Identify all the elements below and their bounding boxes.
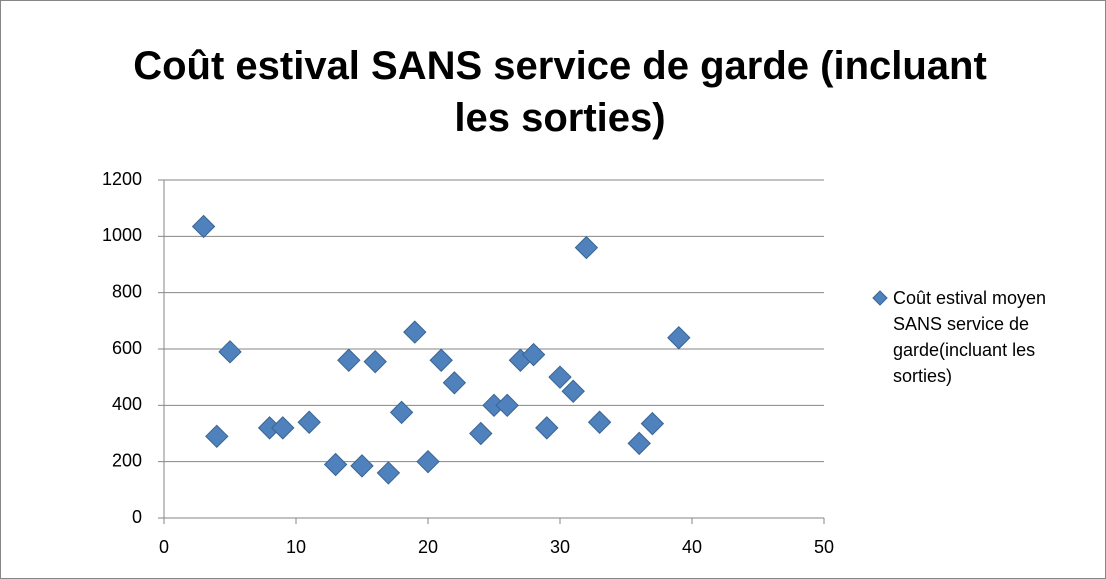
- point: [574, 235, 599, 260]
- point: [469, 421, 493, 446]
- x-tick-label: 50: [814, 537, 834, 557]
- point: [403, 320, 427, 344]
- y-tick-label: 200: [112, 450, 142, 470]
- point: [337, 348, 361, 372]
- y-tick-label: 800: [112, 281, 142, 301]
- point: [191, 214, 216, 239]
- point: [442, 371, 467, 395]
- point: [416, 449, 440, 474]
- point: [640, 411, 665, 436]
- point: [271, 416, 295, 440]
- point: [376, 461, 401, 485]
- point: [350, 454, 374, 478]
- point: [297, 410, 321, 434]
- y-tick-label: 0: [132, 507, 142, 527]
- x-tick-label: 0: [159, 537, 169, 557]
- y-tick-label: 400: [112, 394, 142, 414]
- chart-title: Coût estival SANS service de garde (incl…: [133, 44, 987, 140]
- point: [429, 348, 453, 372]
- legend-marker: [872, 290, 888, 306]
- point: [548, 365, 572, 389]
- point: [218, 340, 242, 364]
- point: [521, 342, 546, 367]
- point: [587, 410, 612, 434]
- point: [667, 326, 691, 350]
- point: [205, 424, 229, 449]
- y-tick-label: 1200: [102, 169, 142, 189]
- y-tick-label: 600: [112, 338, 142, 358]
- x-tick-label: 30: [550, 537, 570, 557]
- point: [363, 349, 387, 374]
- x-tick-label: 40: [682, 537, 702, 557]
- x-tick-label: 10: [286, 537, 306, 557]
- legend-label: Coût estival moyen SANS service de garde…: [893, 288, 1047, 386]
- y-tick-label: 1000: [102, 225, 142, 245]
- point: [323, 452, 348, 477]
- point: [389, 400, 414, 425]
- x-tick-label: 20: [418, 537, 438, 557]
- point: [627, 431, 651, 456]
- point: [495, 393, 519, 418]
- point: [535, 416, 559, 440]
- point: [561, 379, 585, 403]
